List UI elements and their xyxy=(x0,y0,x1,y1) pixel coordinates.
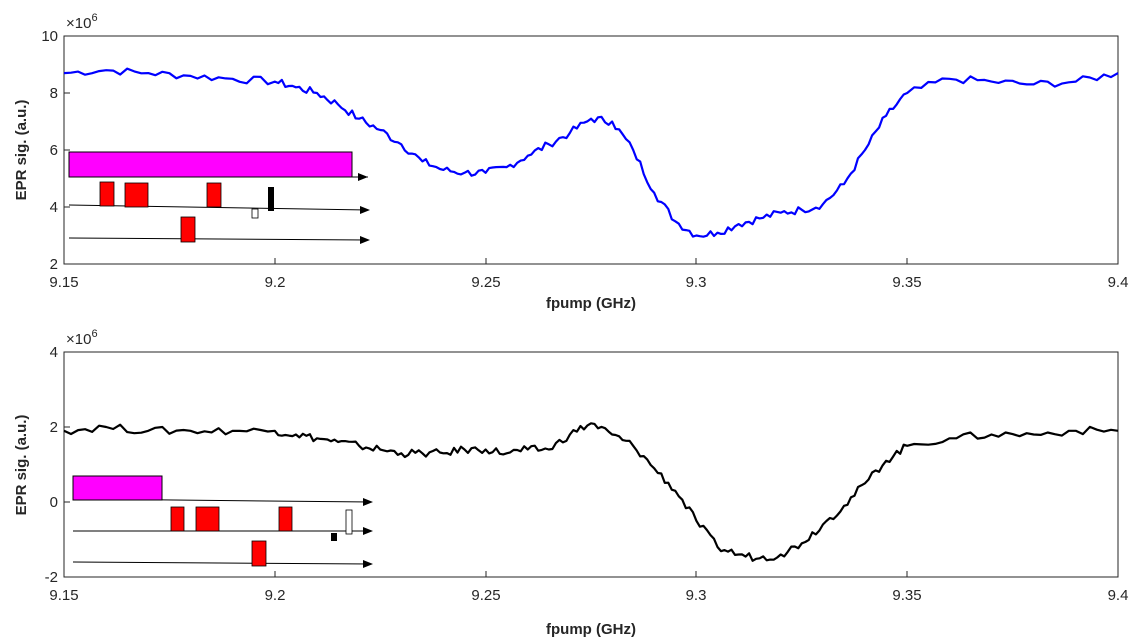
top-y-ticks: 2 4 6 8 10 xyxy=(41,28,70,273)
y-axis-label: EPR sig. (a.u.) xyxy=(13,100,30,201)
top-pulse-sequence-inset xyxy=(68,151,370,244)
y-tick-label: -2 xyxy=(45,569,58,586)
x-tick-label: 9.3 xyxy=(686,274,707,291)
microwave-pulse-block xyxy=(180,216,196,243)
inset-arrowhead xyxy=(363,527,373,535)
x-axis-label: fpump (GHz) xyxy=(546,621,636,638)
detection-pulse-black xyxy=(268,187,274,211)
y-multiplier-label: ×106 xyxy=(66,328,98,348)
bottom-x-ticks: 9.15 9.2 9.25 9.3 9.35 9.4 xyxy=(49,571,1128,604)
top-series-line xyxy=(63,67,1119,238)
y-tick-label: 0 xyxy=(50,494,58,511)
bottom-axes-box xyxy=(63,351,1119,578)
bottom-panel: 9.15 9.2 9.25 9.3 9.35 9.4 -2 0 2 4 ×106… xyxy=(13,328,1128,638)
y-tick-label: 2 xyxy=(50,419,58,436)
y-tick-label: 6 xyxy=(50,142,58,159)
microwave-pulse-block xyxy=(99,181,115,207)
inset-arrowhead xyxy=(363,560,373,568)
x-tick-label: 9.15 xyxy=(49,274,78,291)
bottom-series-line xyxy=(63,422,1119,562)
bottom-y-ticks: -2 0 2 4 xyxy=(45,344,70,586)
detection-pulse-white xyxy=(345,509,353,535)
inset-channel-arrow xyxy=(68,204,369,211)
microwave-pulse-block xyxy=(278,506,293,532)
y-tick-label: 4 xyxy=(50,199,58,216)
inset-arrowhead xyxy=(363,498,373,506)
inset-arrowhead xyxy=(360,236,370,244)
top-axes-box xyxy=(63,35,1119,265)
inset-arrowhead xyxy=(358,173,368,181)
microwave-pulse-block xyxy=(170,506,185,532)
x-tick-label: 9.15 xyxy=(49,587,78,604)
bottom-pulse-sequence-inset xyxy=(72,475,373,568)
x-tick-label: 9.2 xyxy=(265,274,286,291)
x-tick-label: 9.4 xyxy=(1108,274,1129,291)
microwave-pulse-block xyxy=(124,182,149,208)
microwave-pulse-block xyxy=(195,506,220,532)
y-tick-label: 4 xyxy=(50,344,58,361)
microwave-pulse-block xyxy=(206,182,222,208)
y-multiplier-label: ×106 xyxy=(66,12,98,32)
inset-channel-arrow xyxy=(68,237,369,241)
x-tick-label: 9.4 xyxy=(1108,587,1129,604)
x-tick-label: 9.35 xyxy=(892,587,921,604)
x-tick-label: 9.25 xyxy=(471,274,500,291)
detection-pulse-black xyxy=(331,533,337,541)
y-tick-label: 2 xyxy=(50,256,58,273)
pump-pulse-block xyxy=(72,475,163,501)
inset-arrowhead xyxy=(360,206,370,214)
x-tick-label: 9.2 xyxy=(265,587,286,604)
microwave-pulse-block xyxy=(251,540,267,567)
pump-pulse-block xyxy=(68,151,353,178)
x-tick-label: 9.3 xyxy=(686,587,707,604)
x-axis-label: fpump (GHz) xyxy=(546,295,636,312)
top-panel: 9.15 9.2 9.25 9.3 9.35 9.4 2 4 6 8 10 ×1… xyxy=(13,12,1128,312)
detection-pulse-white xyxy=(251,208,259,219)
x-tick-label: 9.35 xyxy=(892,274,921,291)
x-tick-label: 9.25 xyxy=(471,587,500,604)
y-tick-label: 10 xyxy=(41,28,58,45)
y-axis-label: EPR sig. (a.u.) xyxy=(13,415,30,516)
top-x-ticks: 9.15 9.2 9.25 9.3 9.35 9.4 xyxy=(49,258,1128,291)
inset-channel-arrow xyxy=(72,561,372,565)
y-tick-label: 8 xyxy=(50,85,58,102)
